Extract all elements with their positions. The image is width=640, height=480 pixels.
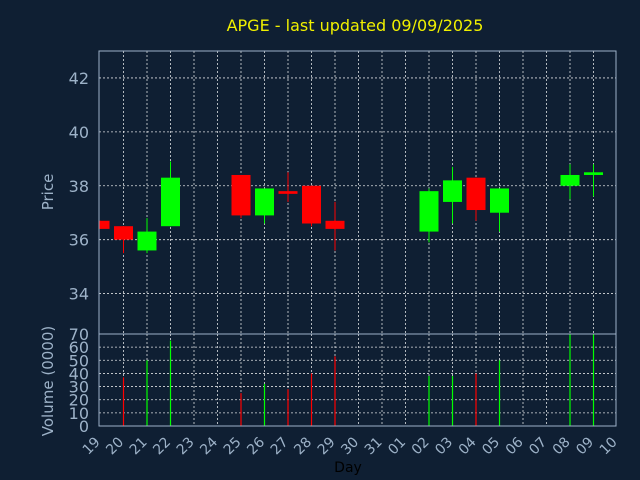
volume-bars — [122, 334, 595, 426]
candle-body — [231, 174, 251, 216]
price-tick-label: 38 — [69, 177, 89, 196]
candle-body — [100, 220, 110, 229]
candle-body — [560, 174, 580, 186]
price-tick-label: 42 — [69, 69, 89, 88]
candle-body — [325, 220, 345, 229]
price-tick-label: 40 — [69, 123, 89, 142]
candle-body — [161, 177, 180, 227]
price-candles — [99, 161, 603, 254]
candle-body — [490, 188, 509, 213]
candle-body — [443, 180, 462, 202]
x-axis-label: Day — [334, 460, 362, 476]
price-axis-ticks: 34 36 38 40 42 — [69, 69, 89, 304]
price-tick-label: 36 — [69, 231, 89, 250]
volume-tick-label: 20 — [69, 391, 89, 410]
price-tick-label: 34 — [69, 285, 89, 304]
candle-body — [419, 191, 439, 232]
volume-tick-label: 40 — [69, 364, 89, 383]
volume-tick-label: 30 — [69, 378, 89, 397]
candle-body — [302, 185, 321, 224]
volume-tick-label: 60 — [69, 338, 89, 357]
volume-axis-label: Volume (0000) — [39, 326, 57, 436]
candle-body — [114, 226, 133, 240]
candle-body — [466, 177, 486, 211]
x-axis-ticks: 19 20 21 22 23 24 25 26 27 28 29 30 31 01 02 03 04 05 06 07… — [80, 434, 621, 458]
volume-panel-frame — [98, 333, 617, 427]
candle-body — [584, 172, 603, 175]
candle-body — [137, 231, 157, 251]
price-axis-label: Price — [39, 174, 57, 211]
volume-tick-label: 70 — [69, 325, 89, 344]
volume-tick-label: 10 — [69, 404, 89, 423]
volume-tick-label: 0 — [79, 417, 89, 436]
candle-body — [255, 188, 274, 216]
candle-body — [278, 191, 298, 194]
volume-tick-label: 50 — [69, 351, 89, 370]
chart-title: APGE - last updated 09/09/2025 — [227, 16, 484, 35]
